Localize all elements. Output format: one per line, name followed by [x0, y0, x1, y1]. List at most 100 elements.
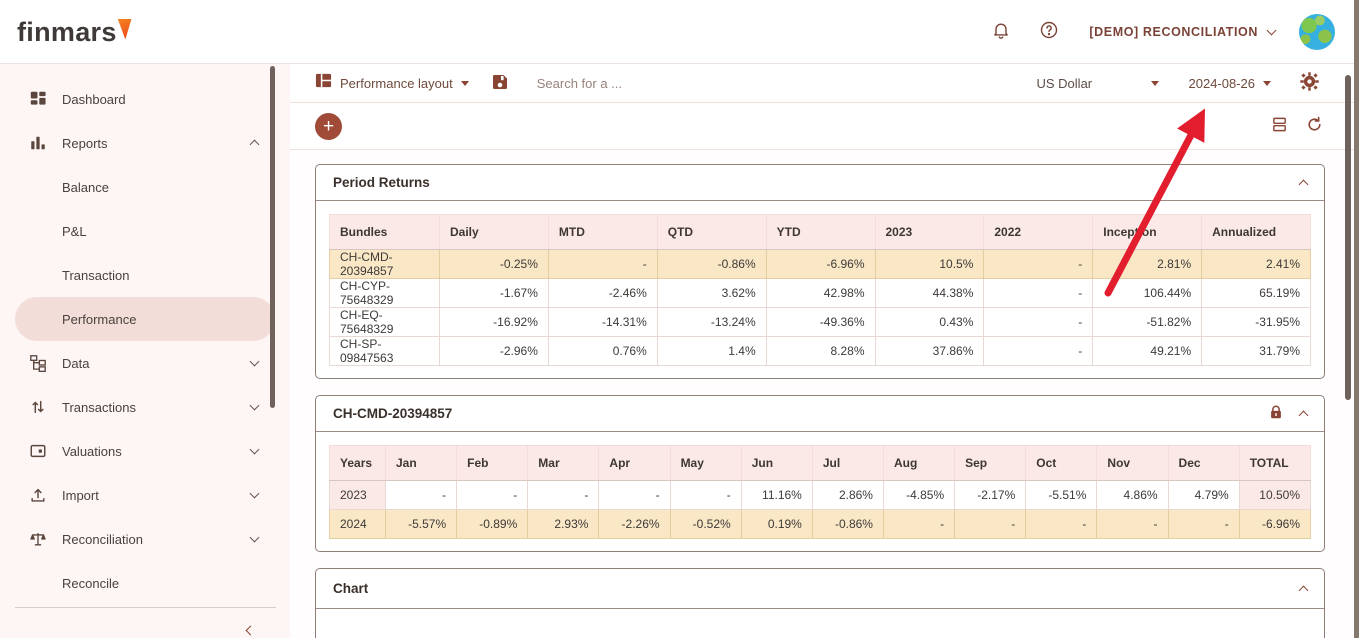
collapse-panel-button[interactable] — [1298, 409, 1309, 420]
avatar[interactable] — [1299, 13, 1335, 50]
search-input[interactable] — [534, 74, 765, 92]
bundle-cell[interactable]: CH-CMD-20394857 — [329, 249, 440, 279]
sidebar-item-valuations[interactable]: Valuations — [0, 429, 290, 473]
value-cell: - — [598, 480, 671, 510]
workspace-selector[interactable]: [DEMO] RECONCILIATION — [1089, 24, 1277, 39]
column-header[interactable]: Jan — [384, 445, 458, 481]
logo-text: finmars — [17, 16, 117, 47]
value-cell: - — [384, 480, 458, 510]
table-row[interactable]: CH-CMD-20394857 -0.25% - -0.86% -6.96% 10.5% -… — [329, 249, 1311, 279]
value-cell: - — [1096, 509, 1169, 539]
add-button[interactable]: + — [315, 112, 342, 140]
value-cell: - — [983, 336, 1094, 366]
column-header[interactable]: QTD — [656, 214, 767, 250]
date-value: 2024-08-26 — [1188, 75, 1256, 91]
chevron-up-icon — [1298, 179, 1309, 189]
sidebar-item-reports[interactable]: Reports — [0, 121, 290, 165]
sidebar-collapse-button[interactable] — [245, 620, 256, 638]
chevron-down-icon — [249, 532, 260, 543]
column-header[interactable]: MTD — [547, 214, 658, 250]
column-header[interactable]: YTD — [765, 214, 876, 250]
currency-select[interactable]: US Dollar — [1037, 76, 1159, 91]
date-select[interactable]: 2024-08-26 — [1188, 75, 1271, 91]
sidebar-item-p-l[interactable]: P&L — [0, 209, 290, 253]
value-cell: -5.51% — [1025, 480, 1098, 510]
bundle-cell[interactable]: CH-CYP-75648329 — [329, 278, 440, 308]
sidebar-item-balance[interactable]: Balance — [0, 165, 290, 209]
chevron-up-icon — [249, 139, 260, 150]
sidebar-item-transaction[interactable]: Transaction — [0, 253, 290, 297]
column-header[interactable]: Daily — [439, 214, 549, 250]
sidebar-item-transactions[interactable]: Transactions — [0, 385, 290, 429]
column-header[interactable]: Inception — [1092, 214, 1203, 250]
sidebar-item-label: Dashboard — [62, 91, 126, 107]
column-header[interactable]: Oct — [1025, 445, 1098, 481]
panel-title: Period Returns — [333, 175, 430, 190]
value-cell: -2.17% — [954, 480, 1027, 510]
column-header[interactable]: May — [669, 445, 742, 481]
collapse-panel-button[interactable] — [1298, 584, 1309, 595]
help-button[interactable] — [1035, 16, 1063, 47]
sidebar-item-label: Performance — [62, 311, 137, 327]
year-cell: 2023 — [329, 480, 386, 510]
workspace-label: [DEMO] RECONCILIATION — [1089, 24, 1258, 39]
column-header[interactable]: Jun — [740, 445, 813, 481]
column-header[interactable]: Dec — [1167, 445, 1240, 481]
column-header[interactable]: Years — [329, 445, 386, 481]
column-header[interactable]: 2023 — [874, 214, 985, 250]
table-row[interactable]: CH-SP-09847563 -2.96% 0.76% 1.4% 8.28% 37.86%… — [329, 336, 1311, 366]
column-header[interactable]: Feb — [456, 445, 529, 481]
value-cell: 31.79% — [1201, 336, 1311, 366]
table-row[interactable]: CH-CYP-75648329 -1.67% -2.46% 3.62% 42.98% 44… — [329, 278, 1311, 308]
sidebar-item-performance[interactable]: Performance — [15, 297, 275, 341]
toggle-rows-button[interactable] — [1271, 116, 1288, 136]
column-header[interactable]: 2022 — [983, 214, 1094, 250]
refresh-button[interactable] — [1306, 116, 1323, 136]
save-layout-button[interactable] — [485, 72, 515, 95]
column-header[interactable]: Annualized — [1201, 214, 1311, 250]
main-scrollbar-thumb[interactable] — [1345, 75, 1351, 400]
refresh-icon — [1306, 116, 1323, 136]
sidebar-item-label: P&L — [62, 223, 87, 239]
column-header[interactable]: Sep — [954, 445, 1027, 481]
total-cell: -6.96% — [1238, 509, 1312, 539]
monthly-returns-table: Years Jan Feb Mar Apr May Jun Jul Aug Sep Oct Nov De… — [329, 445, 1312, 539]
value-cell: - — [527, 480, 600, 510]
bundle-cell[interactable]: CH-SP-09847563 — [329, 336, 440, 366]
chevron-up-icon — [1298, 410, 1309, 420]
column-header[interactable]: Bundles — [329, 214, 440, 250]
reports-icon — [28, 134, 48, 152]
sidebar-item-import[interactable]: Import — [0, 473, 290, 517]
layout-selector[interactable]: Performance layout — [315, 72, 469, 94]
table-row[interactable]: 2024 -5.57% -0.89% 2.93% -2.26% -0.52% 0.19% -0… — [329, 509, 1312, 539]
value-cell: 2.86% — [811, 480, 884, 510]
notifications-button[interactable] — [987, 16, 1015, 47]
column-header[interactable]: Apr — [598, 445, 671, 481]
column-header[interactable]: Nov — [1096, 445, 1169, 481]
bundle-cell[interactable]: CH-EQ-75648329 — [329, 307, 440, 337]
currency-value: US Dollar — [1036, 75, 1093, 91]
sidebar-item-data[interactable]: Data — [0, 341, 290, 385]
column-header[interactable]: TOTAL — [1238, 445, 1312, 481]
sidebar-divider — [15, 607, 276, 608]
column-header[interactable]: Aug — [882, 445, 956, 481]
value-cell: 65.19% — [1201, 278, 1311, 308]
table-row[interactable]: CH-EQ-75648329 -16.92% -14.31% -13.24% -49.3… — [329, 307, 1311, 337]
sidebar-item-reconciliation[interactable]: Reconciliation — [0, 517, 290, 561]
sidebar-scrollbar-thumb[interactable] — [270, 66, 275, 408]
caret-down-icon — [460, 80, 469, 86]
column-header[interactable]: Mar — [527, 445, 600, 481]
column-header[interactable]: Jul — [811, 445, 884, 481]
sidebar-item-label: Import — [62, 487, 99, 503]
lock-button[interactable] — [1268, 404, 1284, 423]
settings-button[interactable] — [1293, 70, 1326, 96]
chevron-left-icon — [245, 625, 256, 636]
sidebar-item-dashboard[interactable]: Dashboard — [0, 77, 290, 121]
table-row[interactable]: 2023- - - - -11.16% 2.86% -4.85% -2.17% -5.51% 4.… — [329, 480, 1312, 510]
window-scrollbar[interactable] — [1354, 0, 1359, 638]
sidebar-item-reconcile[interactable]: Reconcile — [0, 561, 290, 605]
collapse-panel-button[interactable] — [1298, 178, 1309, 189]
chevron-down-icon — [249, 444, 260, 455]
lock-icon — [1268, 404, 1284, 423]
